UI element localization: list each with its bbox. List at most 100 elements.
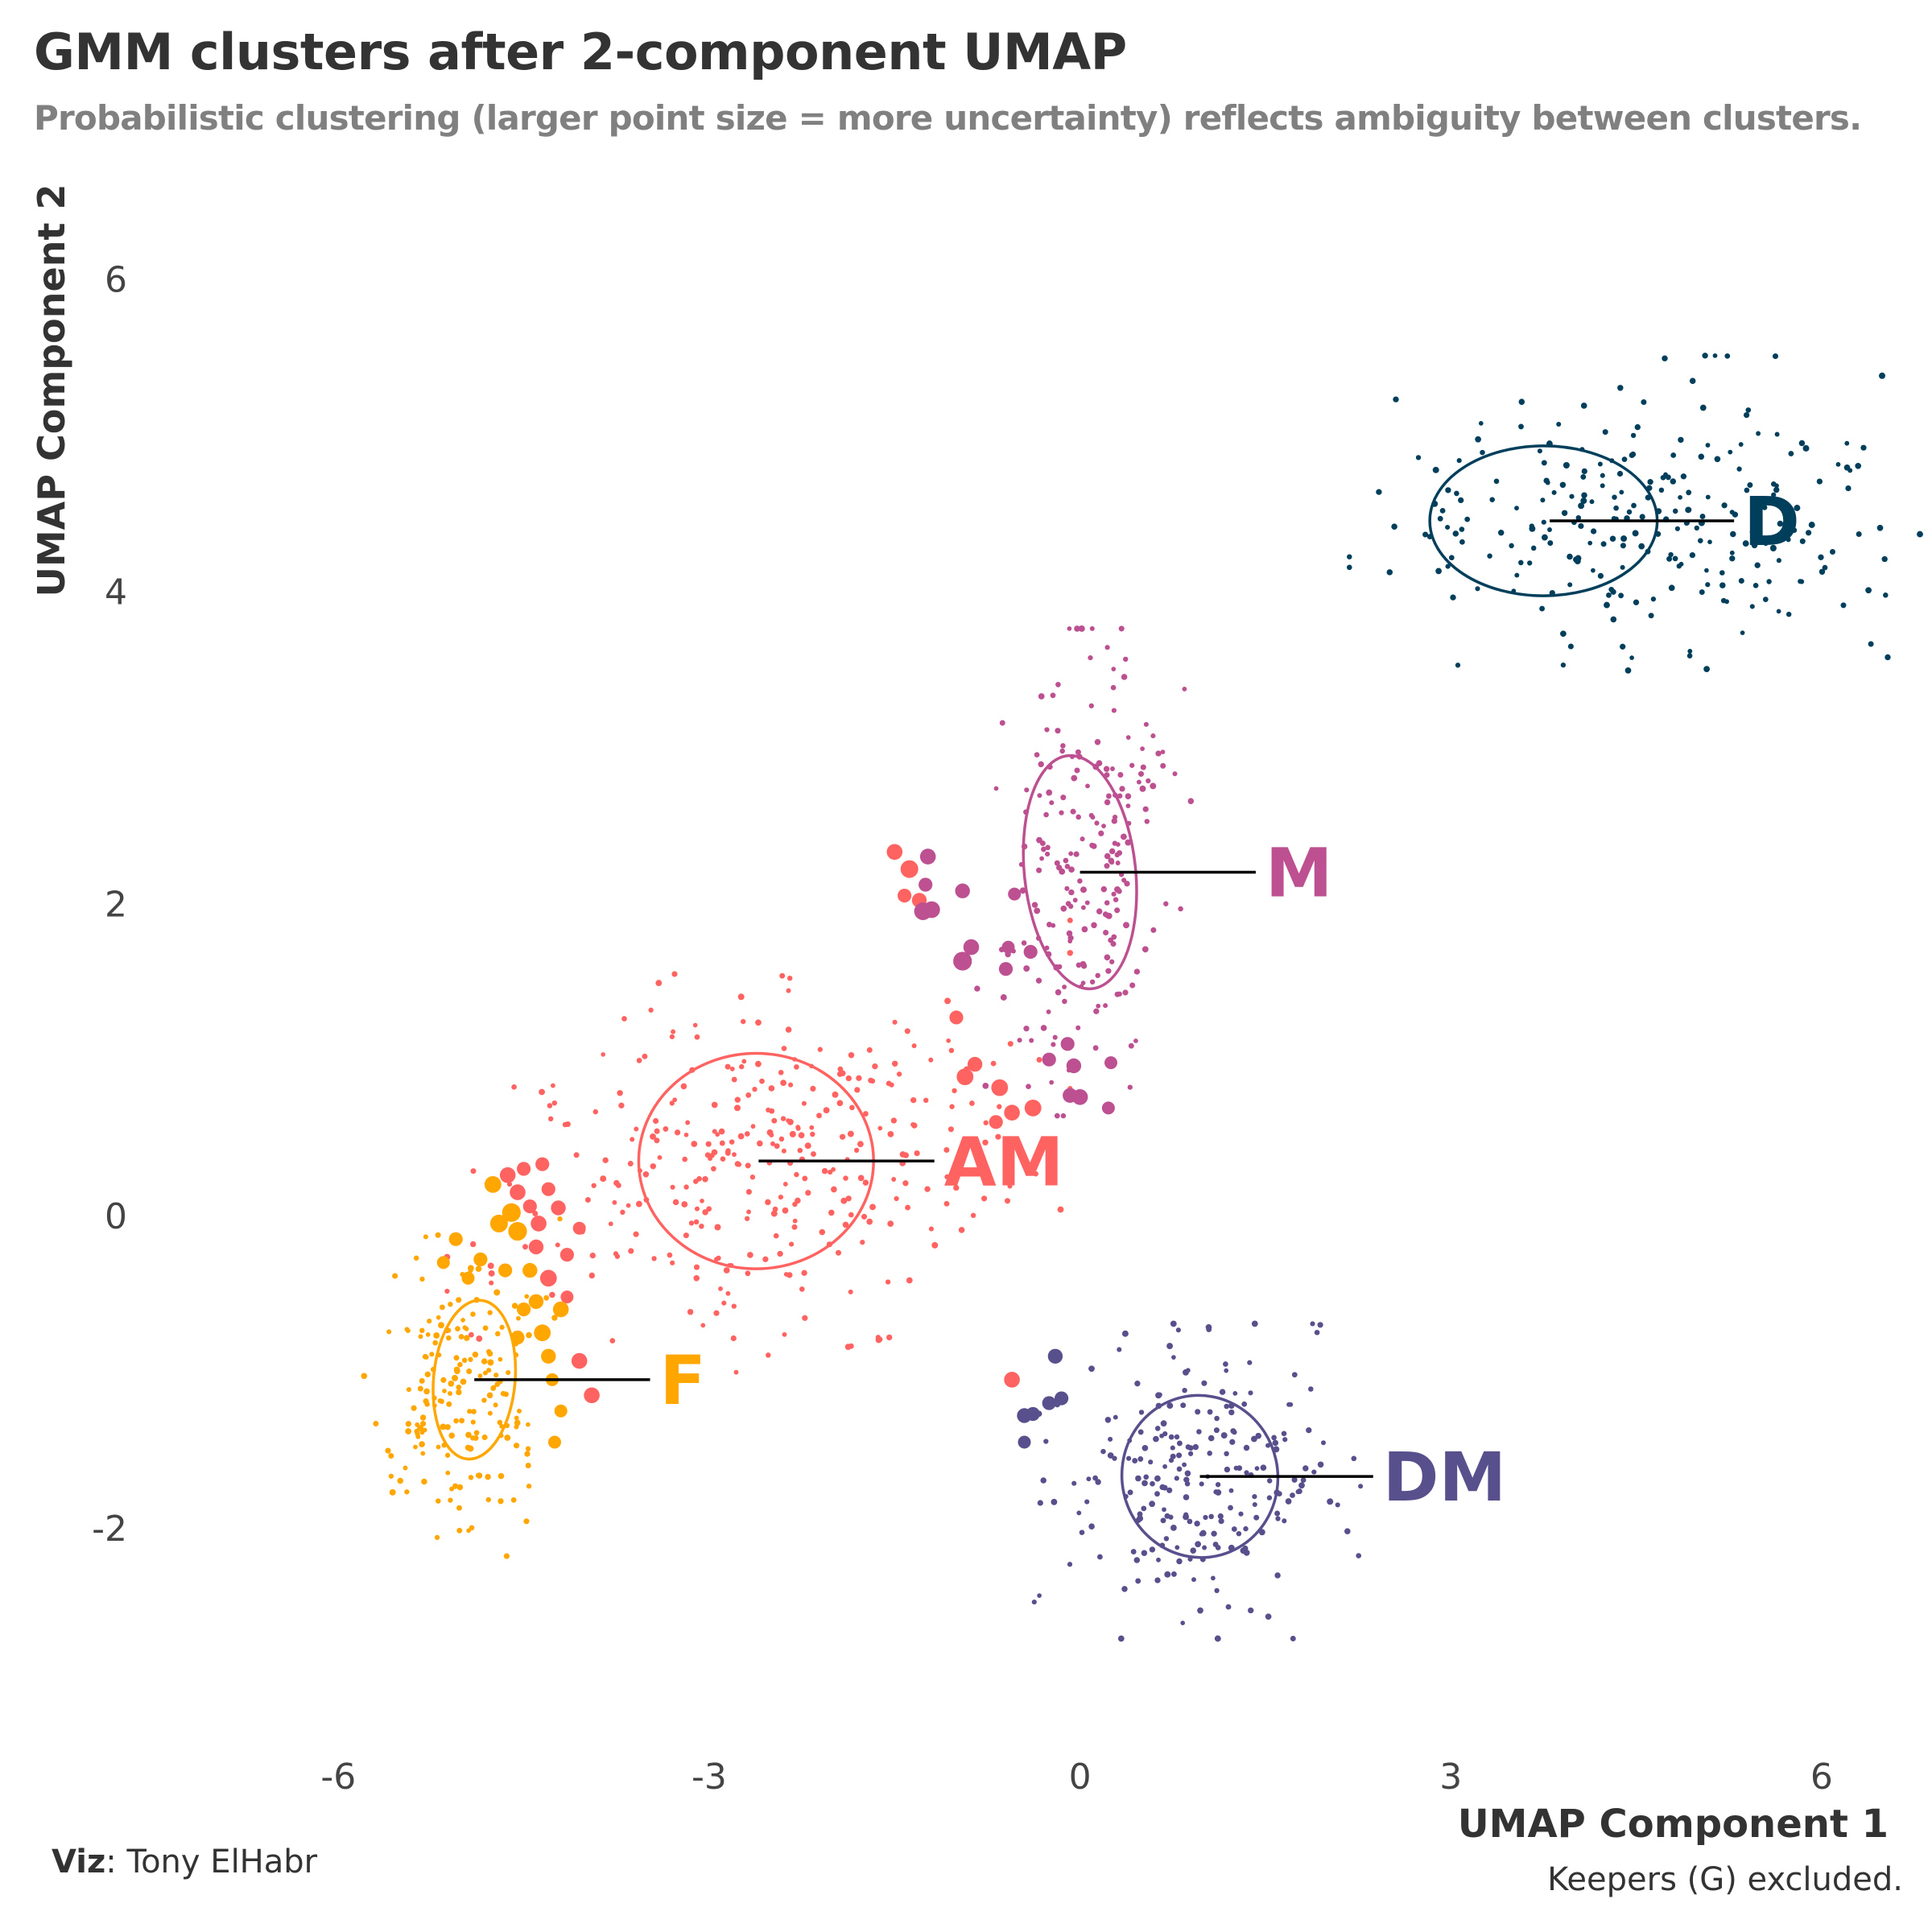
data-point-dm: [1113, 1414, 1118, 1420]
data-point-f: [470, 1311, 476, 1317]
data-point-d: [1771, 492, 1777, 497]
data-point-dm: [1037, 1500, 1043, 1506]
data-point-dm: [1228, 1409, 1235, 1416]
data-point-am: [928, 1057, 934, 1063]
data-point-f: [482, 1325, 489, 1331]
data-point-dm: [1252, 1493, 1257, 1500]
data-point-f: [525, 1446, 531, 1451]
data-point-f: [458, 1334, 464, 1340]
uncertain-point: [967, 1056, 983, 1072]
data-point-am: [848, 1289, 853, 1294]
data-point-d: [1772, 353, 1779, 360]
uncertain-point: [484, 1176, 502, 1193]
data-point-m: [1072, 898, 1078, 903]
data-point-d: [1883, 592, 1889, 598]
data-point-dm: [1104, 1417, 1112, 1423]
data-point-dm: [1154, 1491, 1160, 1497]
data-point-am: [886, 1080, 892, 1087]
data-point-am: [600, 1175, 607, 1183]
data-point-dm: [1290, 1636, 1296, 1641]
data-point-am: [944, 997, 952, 1005]
data-point-am: [924, 1186, 931, 1192]
data-point-m: [1125, 735, 1131, 740]
data-point-dm: [1149, 1546, 1156, 1553]
data-point-f: [472, 1351, 479, 1358]
data-point-am: [683, 1232, 689, 1239]
data-point-dm: [1159, 1484, 1166, 1491]
data-point-d: [1445, 487, 1451, 493]
data-point-f: [404, 1489, 410, 1495]
data-point-dm: [1195, 1541, 1201, 1548]
data-point-f: [436, 1315, 441, 1320]
data-point-m: [1075, 1025, 1081, 1030]
data-point-am: [747, 1252, 753, 1258]
uncertain-point: [991, 1079, 1009, 1096]
data-point-d: [1818, 554, 1824, 560]
data-point-m: [1111, 891, 1117, 897]
data-point-m: [1060, 743, 1066, 749]
data-point-am: [904, 1028, 910, 1034]
data-point-am: [947, 1126, 954, 1133]
data-point-m: [1111, 708, 1117, 713]
data-point-am: [982, 1139, 989, 1146]
data-point-d: [1560, 630, 1567, 638]
data-point-am: [970, 1212, 976, 1219]
uncertain-point: [886, 844, 903, 861]
data-point-am: [693, 1219, 700, 1225]
data-point-dm: [1266, 1478, 1273, 1484]
data-point-am: [847, 1130, 854, 1137]
data-point-dm: [1154, 1475, 1161, 1482]
data-point-d: [1917, 530, 1923, 538]
data-point-dm: [1281, 1430, 1287, 1437]
data-point-dm: [1308, 1386, 1314, 1392]
data-point-f: [436, 1444, 441, 1450]
data-point-am: [759, 1078, 765, 1084]
data-point-d: [1840, 602, 1847, 609]
data-point-d: [1547, 540, 1554, 547]
data-point-f: [454, 1368, 460, 1375]
data-point-d: [1788, 451, 1794, 456]
data-point-d: [1580, 473, 1587, 480]
data-point-am: [694, 1206, 700, 1212]
data-point-dm: [1248, 1390, 1253, 1396]
uncertain-point: [898, 889, 912, 903]
data-point-d: [1712, 353, 1718, 358]
data-point-dm: [1130, 1549, 1137, 1555]
data-point-d: [1686, 653, 1693, 658]
data-point-am: [705, 1141, 712, 1147]
data-point-dm: [1243, 1525, 1249, 1532]
data-point-am: [911, 1122, 918, 1129]
data-point-d: [1638, 543, 1645, 550]
data-point-am: [693, 1275, 700, 1282]
data-point-am: [890, 1117, 898, 1124]
data-point-d: [1650, 597, 1657, 602]
data-point-am: [702, 1209, 708, 1216]
data-point-am: [547, 1103, 553, 1108]
data-point-am: [711, 1101, 718, 1108]
data-point-d: [1694, 525, 1699, 531]
data-point-dm: [1133, 1557, 1141, 1563]
data-point-d: [1769, 545, 1777, 551]
data-point-am: [757, 1140, 763, 1147]
data-point-m: [1114, 991, 1121, 997]
data-point-am: [633, 1231, 639, 1237]
data-point-m: [1104, 852, 1111, 860]
data-point-d: [1719, 570, 1725, 576]
data-point-d: [1730, 530, 1736, 538]
data-point-am: [699, 1224, 704, 1229]
uncertain-point: [528, 1239, 544, 1255]
data-point-m: [1023, 965, 1030, 972]
data-point-m: [1046, 789, 1053, 796]
data-point-dm: [1180, 1402, 1187, 1409]
data-point-d: [1578, 502, 1585, 510]
data-point-am: [1004, 1198, 1011, 1204]
data-point-d: [1575, 514, 1582, 521]
data-point-m: [1021, 940, 1027, 946]
data-point-am: [737, 993, 745, 1001]
data-point-m: [1050, 692, 1056, 699]
uncertain-point: [1001, 940, 1015, 954]
data-point-m: [1096, 908, 1103, 914]
data-point-f: [485, 1473, 491, 1480]
data-point-d: [1776, 558, 1781, 564]
data-point-d: [1829, 548, 1836, 555]
